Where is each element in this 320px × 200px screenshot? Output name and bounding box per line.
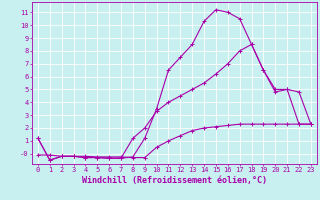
X-axis label: Windchill (Refroidissement éolien,°C): Windchill (Refroidissement éolien,°C) — [82, 176, 267, 185]
